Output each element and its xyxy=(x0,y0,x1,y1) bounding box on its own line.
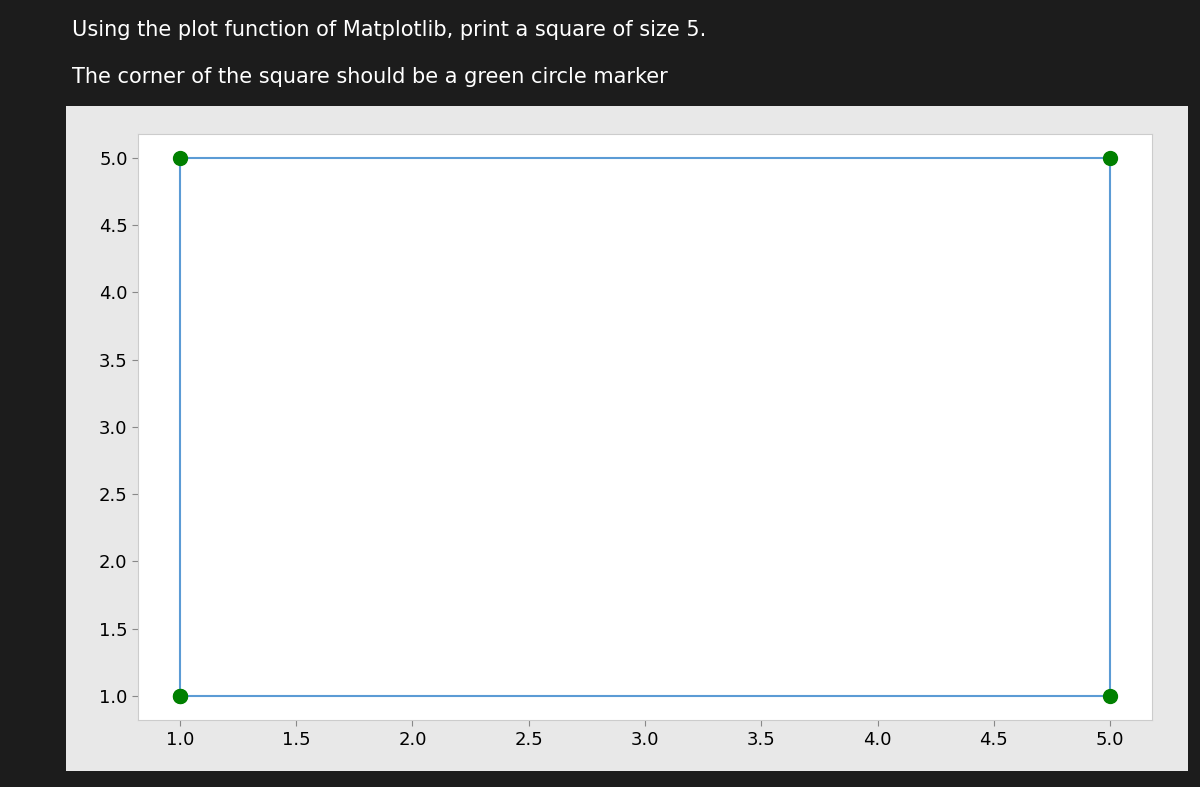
Text: Using the plot function of Matplotlib, print a square of size 5.: Using the plot function of Matplotlib, p… xyxy=(72,20,707,39)
Text: The corner of the square should be a green circle marker: The corner of the square should be a gre… xyxy=(72,67,667,87)
